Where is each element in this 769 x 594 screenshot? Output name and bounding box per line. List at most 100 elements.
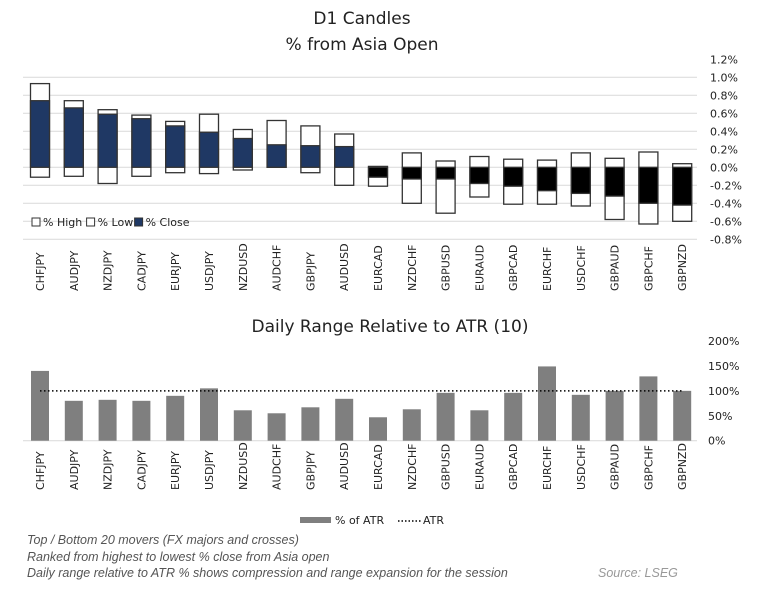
atr-bar <box>571 394 590 441</box>
candle-chart: 1.2% 1.0% 0.8% 0.6% 0.4% 0.2% 0.0% -0.2% -0.4% -0… <box>23 53 742 291</box>
candle-close-bar <box>536 166 558 192</box>
x-category-label: EURJPY <box>169 451 182 490</box>
candle-close-bar <box>503 166 524 187</box>
candle-close-bar <box>232 137 253 168</box>
candle-close-bar <box>435 166 456 180</box>
candle-close-bar <box>198 131 220 168</box>
atr-bar <box>402 409 421 441</box>
x-category-label: AUDUSD <box>338 442 351 490</box>
x-category-label: GBPCHF <box>642 445 655 490</box>
candle-close-bar <box>638 166 659 204</box>
atr-bar <box>538 366 556 441</box>
y-tick-label: 0% <box>708 435 725 448</box>
y-tick-label: -0.2% <box>710 179 742 192</box>
footnote-3: Daily range relative to ATR % shows comp… <box>27 566 508 580</box>
x-category-label: CADJPY <box>135 251 148 291</box>
y-tick-label: 150% <box>708 360 739 373</box>
x-category-label: NZDCHF <box>406 443 419 490</box>
x-category-label: NZDUSD <box>237 442 250 490</box>
candle-close-bar <box>29 100 51 168</box>
y-tick-label: 0.2% <box>710 143 738 156</box>
atr-bar <box>673 390 692 441</box>
chart1-title: D1 Candles <box>313 9 410 29</box>
legend-swatch <box>300 517 331 523</box>
x-category-label: CHFJPY <box>34 451 47 490</box>
y-tick-label: 100% <box>708 385 739 398</box>
x-category-label: GBPUSD <box>440 444 453 490</box>
x-category-label: NZDJPY <box>102 449 115 490</box>
legend-swatch <box>31 217 41 227</box>
x-category-label: EURCAD <box>372 245 385 291</box>
x-category-label: AUDJPY <box>68 449 81 490</box>
x-category-label: EURCAD <box>372 444 385 490</box>
candle-close-bar <box>63 107 84 168</box>
footnote-1: Top / Bottom 20 movers (FX majors and cr… <box>27 533 299 547</box>
x-category-label: GBPJPY <box>304 451 317 490</box>
atr-bar <box>504 392 523 441</box>
atr-bar <box>436 392 455 441</box>
y-tick-label: 1.0% <box>710 71 738 84</box>
x-category-label: GBPCHF <box>642 246 655 291</box>
y-tick-label: 0.4% <box>710 125 738 138</box>
x-category-label: NZDUSD <box>237 243 250 291</box>
candle-close-bar <box>131 118 152 168</box>
x-category-label: USDJPY <box>203 450 216 490</box>
candle-close-bar <box>334 145 355 168</box>
legend-label: % Close <box>146 216 190 229</box>
y-tick-label: -0.6% <box>710 215 742 228</box>
x-category-label: NZDCHF <box>406 244 419 291</box>
candle-close-bar <box>604 166 625 197</box>
footnote-2: Ranked from highest to lowest % close fr… <box>27 550 330 564</box>
atr-bar <box>639 376 658 441</box>
chart1-subtitle: % from Asia Open <box>286 35 439 55</box>
y-tick-label: 0.6% <box>710 107 738 120</box>
source-label: Source: LSEG <box>598 566 678 580</box>
candle-close-bar <box>401 166 422 180</box>
legend-label: % Low <box>98 216 134 229</box>
x-category-label: EURCHF <box>541 446 554 490</box>
atr-bar <box>64 400 83 441</box>
candle-close-bar <box>300 145 321 168</box>
atr-bar <box>335 398 354 441</box>
legend-swatch <box>134 217 144 227</box>
x-category-label: AUDUSD <box>338 243 351 291</box>
y-tick-label: 0.8% <box>710 89 738 102</box>
x-category-label: CHFJPY <box>34 252 47 291</box>
x-category-label: GBPCAD <box>507 444 520 490</box>
candle-close-bar <box>266 144 287 168</box>
atr-bar <box>166 395 185 441</box>
x-category-label: AUDCHF <box>271 245 284 291</box>
atr-bar <box>267 413 286 441</box>
atr-bar <box>98 399 117 441</box>
x-category-label: NZDJPY <box>102 250 115 291</box>
candle-close-bar <box>570 166 591 195</box>
candle-close-bar <box>165 125 186 168</box>
x-category-label: GBPNZD <box>676 443 689 490</box>
atr-bar <box>200 388 218 441</box>
atr-bar <box>233 410 252 441</box>
atr-bar <box>301 407 320 441</box>
candle-close-bar <box>672 166 693 206</box>
atr-chart: 200% 150% 100% 50% 0% CHFJPY AUDJPY NZDJPY CADJP… <box>23 335 739 527</box>
atr-bar <box>605 390 624 441</box>
x-category-label: GBPAUD <box>609 245 622 291</box>
legend-label: % of ATR <box>335 514 384 527</box>
candle-close-bar <box>469 166 490 185</box>
y-tick-label: -0.4% <box>710 197 742 210</box>
atr-bar <box>470 410 489 441</box>
y-tick-label: 0.0% <box>710 161 738 174</box>
x-category-label: GBPNZD <box>676 244 689 291</box>
x-category-label: EURJPY <box>169 252 182 291</box>
legend-label: ATR <box>423 514 444 527</box>
x-category-label: AUDCHF <box>271 444 284 490</box>
y-tick-label: -0.8% <box>710 233 742 246</box>
y-tick-label: 200% <box>708 335 739 348</box>
y-tick-label: 50% <box>708 410 732 423</box>
atr-bar <box>369 417 387 441</box>
x-category-label: EURCHF <box>541 247 554 291</box>
candle-close-bar <box>97 113 118 168</box>
candle-close-bar <box>367 166 389 178</box>
legend-swatch <box>86 217 96 227</box>
x-category-label: EURAUD <box>473 444 486 490</box>
